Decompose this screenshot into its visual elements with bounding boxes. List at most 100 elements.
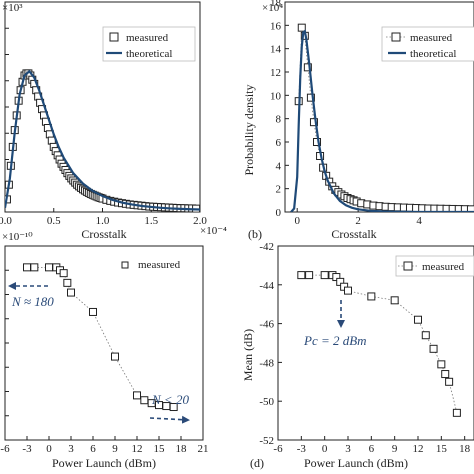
panel-d-measured-point xyxy=(437,360,446,369)
panel-c-measured-line xyxy=(27,266,174,408)
panel-c-measured-point xyxy=(23,263,31,272)
panel-a-x-exponent: ×10⁻⁴ xyxy=(200,225,227,237)
panel-b-marks xyxy=(290,23,474,212)
panel-d-measured-point xyxy=(305,271,314,280)
panel-d-axes: -6 -3 0 3 6 9 12 15 18 -42 -44 -46 -48 -50 -52 xyxy=(259,241,474,455)
panel-b-letter: (b) xyxy=(248,227,262,241)
panel-b-measured-point xyxy=(297,23,306,32)
panel-a-legend-square-marker xyxy=(109,32,119,42)
panel-c-measured-point xyxy=(63,278,72,287)
panel-c-plot-area xyxy=(23,263,178,412)
panel-b-axes: 0 2 4 0 2 4 6 8 10 12 14 16 18 xyxy=(270,0,474,227)
panel-d-x-tick-label: 12 xyxy=(413,443,424,455)
panel-d-y-tick-label: -48 xyxy=(259,357,274,369)
panel-d-frame xyxy=(277,245,474,441)
panel-a-x-tick-label: 1.0 xyxy=(96,215,110,227)
panel-a-legend-theoretical: theoretical xyxy=(126,48,172,60)
panel-b-theoretical-curve xyxy=(290,29,474,212)
panel-b-measured-point xyxy=(466,205,474,212)
panel-b-measured-line xyxy=(298,27,471,210)
panel-a-theoretical-curve xyxy=(5,69,200,211)
panel-b-y-tick-label: 18 xyxy=(270,0,282,9)
panel-c-measured-point xyxy=(133,391,141,400)
panel-c-legend-square-marker xyxy=(121,261,129,269)
panel-c-measured-point xyxy=(59,269,68,278)
panel-c-legend: measured xyxy=(121,259,181,271)
panel-c-x-tick-label: 0 xyxy=(46,443,52,455)
panel-a-marks xyxy=(5,69,200,212)
panel-d-x-tick-label: 9 xyxy=(392,443,398,455)
panel-b-y-tick-label: 16 xyxy=(270,20,282,32)
panel-d-measured-point xyxy=(297,271,306,280)
panel-a-x-tick-label: 0.0 xyxy=(0,215,12,227)
panel-b-legend-measured: measured xyxy=(410,32,453,44)
panel-c-measured-point xyxy=(67,288,75,297)
panel-d-y-tick-label: -50 xyxy=(259,396,274,408)
panel-d-y-tick-label: -42 xyxy=(259,241,274,253)
panel-d-x-tick-label: 3 xyxy=(345,443,351,455)
panel-c-measured-point xyxy=(140,396,149,405)
panel-b-legend: measured theoretical xyxy=(381,26,474,62)
panel-b-y-label: Probability density xyxy=(242,85,256,176)
panel-c-x-tick-label: -6 xyxy=(0,443,10,455)
panel-d-x-tick-label: 6 xyxy=(369,443,375,455)
panel-d-legend-box xyxy=(395,255,474,277)
panel-b-x-tick-label: 4 xyxy=(416,215,422,227)
panel-c-measured-point xyxy=(30,263,39,272)
panel-c-x-tick-label: 3 xyxy=(68,443,74,455)
panel-b-legend-square-marker xyxy=(391,32,401,42)
panel-c-measured-point xyxy=(45,263,53,272)
panel-b-y-tick-label: 10 xyxy=(270,90,282,102)
panel-c-measured-point xyxy=(89,307,97,316)
panel-b-plot-area xyxy=(290,23,474,212)
panel-c-annotation-low-power: N ≈ 180 xyxy=(8,282,54,309)
panel-c-measured-point xyxy=(169,403,178,412)
panel-d-measured-point xyxy=(390,296,399,305)
panel-c-marks xyxy=(23,263,178,412)
panel-d-measured-point xyxy=(414,315,422,324)
panel-d-measured-point xyxy=(367,292,376,301)
panel-d-marks xyxy=(297,271,461,417)
panel-b: ×10⁴ Probability density 0 2 4 0 2 4 6 8 10 12 14 1… xyxy=(242,0,474,241)
panel-c-annotation-N180: N ≈ 180 xyxy=(11,294,54,309)
panel-d-measured-point xyxy=(445,377,454,386)
panel-c-x-tick-label: 6 xyxy=(90,443,96,455)
panel-d-measured-point xyxy=(421,331,430,340)
panel-d-y-tick-label: -46 xyxy=(259,319,274,331)
panel-d-x-tick-label: 0 xyxy=(322,443,328,455)
panel-b-measured-point xyxy=(306,93,315,102)
panel-c-x-tick-label: 21 xyxy=(198,443,209,455)
panel-c-arrow-right xyxy=(149,415,190,424)
panel-b-x-tick-label: 0 xyxy=(294,215,300,227)
panel-a-legend-measured: measured xyxy=(126,32,169,44)
panel-d-y-label: Mean (dB) xyxy=(241,329,255,381)
panel-c-x-tick-label: 12 xyxy=(132,443,143,455)
panel-b-measured-point xyxy=(303,63,312,72)
panel-a-x-tick-label: 1.5 xyxy=(144,215,158,227)
panel-c-y-exponent: ×10⁻¹⁰ xyxy=(2,231,33,243)
panel-d-y-tick-label: -44 xyxy=(259,280,274,292)
panel-b-y-tick-label: 14 xyxy=(270,44,282,56)
panel-b-y-tick-label: 6 xyxy=(276,137,282,149)
panel-a-legend: measured theoretical xyxy=(102,26,196,62)
panel-d-letter: (d) xyxy=(250,456,264,470)
panel-d-x-tick-label: -3 xyxy=(297,443,307,455)
panel-c-annotation-N20: N < 20 xyxy=(151,392,189,407)
panel-d: Mean (dB) -6 -3 0 3 6 9 12 15 18-42-44-46-48-50-… xyxy=(241,241,474,470)
panel-b-y-tick-label: 4 xyxy=(276,160,282,172)
panel-d-x-tick-label: -6 xyxy=(273,443,283,455)
panel-b-x-label: Crosstalk xyxy=(331,227,376,241)
panel-a-x-tick-label: 2.0 xyxy=(193,215,207,227)
panel-c-x-tick-label: -3 xyxy=(22,443,32,455)
panel-b-measured-point xyxy=(309,118,318,127)
panel-c: ×10⁻¹⁰ -6 -3 0 3 6 9 12 15 18 21 measured N ≈ 180… xyxy=(0,231,208,470)
panel-d-legend-measured: measured xyxy=(422,261,465,273)
panel-d-measured-point xyxy=(320,271,329,280)
panel-c-annotation-high-power: N < 20 xyxy=(149,392,190,424)
panel-c-x-label: Power Launch (dBm) xyxy=(52,456,156,470)
panel-b-y-tick-label: 0 xyxy=(276,207,282,219)
panel-d-measured-point xyxy=(441,370,450,379)
panel-c-axes: -6 -3 0 3 6 9 12 15 18 21 xyxy=(0,245,209,455)
panel-b-y-tick-label: 12 xyxy=(270,67,281,79)
